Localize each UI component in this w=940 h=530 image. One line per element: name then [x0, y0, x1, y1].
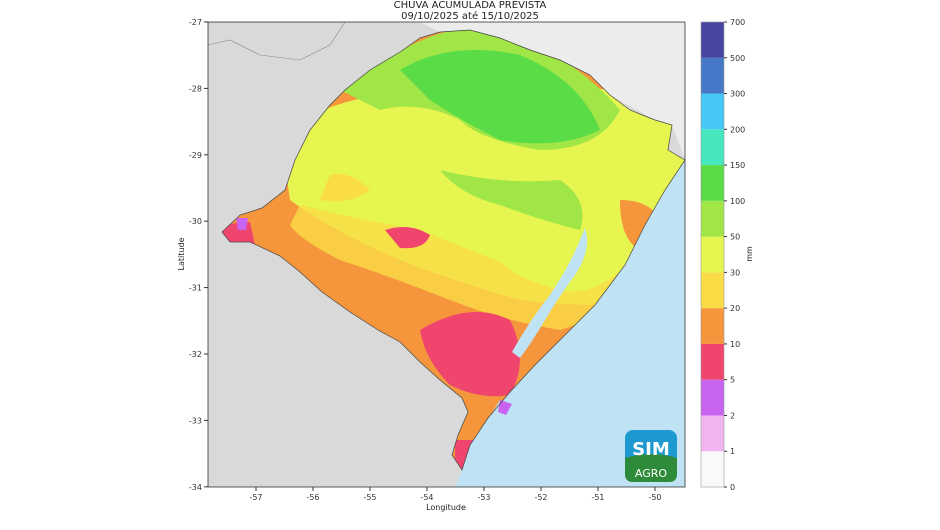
- colorbar-label: 20: [730, 304, 740, 313]
- map-title: CHUVA ACUMULADA PREVISTA: [393, 0, 547, 11]
- colorbar-label: 200: [730, 125, 745, 134]
- colorbar-label: 5: [730, 376, 735, 385]
- colorbar-label: 0: [730, 483, 735, 492]
- map-subtitle: 09/10/2025 até 15/10/2025: [401, 11, 539, 22]
- y-tick-label: -29: [189, 151, 202, 160]
- x-tick-label: -52: [534, 493, 547, 502]
- colorbar-swatch: [701, 129, 724, 166]
- colorbar-swatch: [701, 415, 724, 452]
- simagro-logo: SIM AGRO: [625, 430, 677, 482]
- y-tick-label: -33: [189, 416, 202, 425]
- colorbar-swatch: [701, 272, 724, 309]
- colorbar-label: 700: [730, 18, 745, 27]
- logo-sim-text: SIM: [632, 439, 670, 460]
- colorbar: 0 1 2 5 10 20 30 50 100 150 200 300 500 700: [700, 18, 745, 492]
- colorbar-swatch: [701, 308, 724, 344]
- y-axis-label: Latitude: [177, 237, 186, 270]
- ocean: [455, 160, 685, 487]
- colorbar-swatch: [701, 236, 724, 273]
- x-axis-label: Longitude: [426, 503, 466, 512]
- colorbar-label: 150: [730, 161, 745, 170]
- colorbar-swatch: [701, 200, 724, 237]
- colorbar-swatch: [701, 165, 724, 201]
- colorbar-label: 100: [730, 197, 745, 206]
- y-tick-label: -31: [189, 284, 202, 293]
- logo-agro-text: AGRO: [635, 467, 667, 480]
- santa-catarina: [420, 22, 685, 160]
- x-tick-label: -55: [363, 493, 376, 502]
- colorbar-swatch: [701, 379, 724, 416]
- map-frame: [207, 21, 686, 488]
- colorbar-label: 2: [730, 411, 735, 420]
- y-tick-label: -32: [189, 350, 202, 359]
- lagoa-dos-patos: [512, 228, 588, 358]
- colorbar-unit: mm: [745, 246, 754, 262]
- x-tick-label: -51: [591, 493, 604, 502]
- colorbar-swatch: [701, 93, 724, 130]
- y-tick-label: -27: [189, 18, 202, 27]
- colorbar-swatch: [701, 343, 724, 380]
- x-tick-label: -54: [420, 493, 433, 502]
- y-tick-label: -30: [189, 217, 202, 226]
- colorbar-label: 1: [730, 447, 735, 456]
- colorbar-swatch: [701, 22, 724, 58]
- colorbar-swatch: [701, 451, 724, 487]
- x-tick-label: -57: [249, 493, 262, 502]
- colorbar-label: 50: [730, 233, 740, 242]
- colorbar-label: 10: [730, 340, 740, 349]
- colorbar-swatch: [701, 57, 724, 94]
- x-tick-label: -50: [648, 493, 661, 502]
- y-tick-label: -28: [189, 84, 202, 93]
- y-tick-label: -34: [189, 483, 202, 492]
- x-tick-label: -53: [477, 493, 490, 502]
- colorbar-label: 30: [730, 268, 740, 277]
- colorbar-label: 300: [730, 90, 745, 99]
- state-border: [221, 29, 685, 471]
- colorbar-label: 500: [730, 54, 745, 63]
- x-tick-label: -56: [306, 493, 319, 502]
